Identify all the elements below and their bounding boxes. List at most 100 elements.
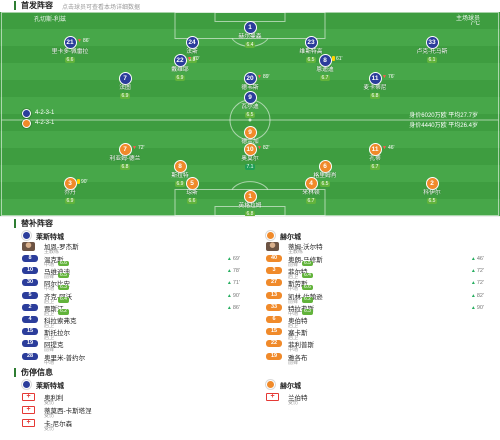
away-player[interactable]: 1 英格拉姆 6.8	[218, 189, 282, 217]
home-player[interactable]: 1 赫尔曼森 6.4	[218, 20, 282, 48]
home-team-crest-icon	[22, 380, 31, 389]
sub-out-icon: ▼	[382, 144, 387, 151]
home-player[interactable]: 23 维斯特高 6.5	[279, 35, 343, 63]
sub-out-icon: ▼	[187, 55, 192, 62]
bench-player-rating: 6.2	[58, 308, 69, 315]
player-name: 斯拉特	[171, 172, 189, 179]
bench-player-row[interactable]: 19 阿提克 前锋	[22, 339, 240, 353]
player-event: ▼82'	[257, 145, 269, 151]
bench-player-position: 中场	[44, 262, 55, 268]
bench-player-row[interactable]: 5齐克-阿沃后卫6.4▲90'	[22, 291, 240, 305]
player-number-badge: 22	[173, 53, 187, 67]
away-player[interactable]: 10 奥莫尔 7.1 ▼82'	[218, 142, 282, 170]
bench-player-position: 后卫	[44, 335, 55, 342]
sub-in-icon: ▲	[470, 292, 476, 299]
bench-player-rating: 6.6	[58, 259, 69, 266]
bench-player-position: 后卫	[44, 310, 55, 317]
player-number-badge: 2	[425, 176, 439, 190]
bench-player-row[interactable]: 30 阿尔比安 中场 6.3 ▲71'	[22, 278, 240, 293]
pitch-top-left-label: 孔切斯-利兹	[34, 17, 66, 23]
player-rating: 6.5	[426, 197, 438, 204]
player-name: 科伊尔	[423, 189, 441, 196]
bench-player-row[interactable]: 15 斯托拉尔 后卫	[22, 327, 240, 342]
player-name: 麦卡蒂尼	[363, 84, 387, 91]
sub-in-time: ▲90'	[471, 305, 484, 311]
injured-player-row[interactable]: + 卡-尼尔森 受伤	[22, 418, 240, 432]
bench-player-row[interactable]: 6 奥伯特 后卫	[266, 315, 484, 329]
player-name: 利亚姆-德兰	[109, 155, 141, 162]
shirt-number-badge: 6	[266, 316, 282, 323]
away-player[interactable]: 2 科伊尔 6.5	[400, 176, 464, 204]
away-player[interactable]: 3 乔丹 6.9 90'	[38, 176, 102, 204]
injured-player-row[interactable]: + 兰伯特 受伤	[266, 392, 484, 406]
home-player[interactable]: 22 戴维耶 6.9 ▼70'	[148, 53, 212, 81]
bench-player-row[interactable]: 27 斯劳斯 中场 6.6 ▲72'	[266, 278, 484, 292]
away-team-crest-icon	[266, 380, 275, 389]
player-number-badge: 10	[243, 142, 257, 156]
lineup-title: 首发阵容	[14, 1, 53, 10]
home-team-crest-icon	[22, 231, 31, 240]
bench-player-row[interactable]: 13凯林-约翰逊前锋6.2▲82'	[266, 291, 484, 305]
bench-player-row[interactable]: 19 雅各布 前锋	[266, 352, 484, 366]
home-player[interactable]: 9 瓦尔迪 6.5	[218, 90, 282, 118]
bench-player-position: 中场	[44, 359, 55, 366]
home-player[interactable]: 11 麦卡蒂尼 6.8 ▼76'	[343, 71, 407, 99]
sub-out-icon: ▼	[382, 73, 387, 80]
event-minute: 90'	[81, 178, 88, 185]
sub-in-minute: 90'	[232, 292, 240, 299]
sub-in-icon: ▲	[226, 304, 232, 311]
shirt-number-badge: 22	[266, 340, 282, 348]
away-player[interactable]: 6 格里姆肖 6.5	[293, 159, 357, 187]
player-rating: 6.7	[305, 197, 317, 204]
away-player[interactable]: 11 孔蒂 6.7 ▼46'	[343, 142, 407, 170]
away-player[interactable]: 4 米林顿 6.7	[279, 176, 343, 204]
player-number-badge: 20	[243, 71, 257, 85]
away-player[interactable]: 8 斯拉特 6.9	[148, 159, 212, 187]
injured-player-row[interactable]: + 奥利利 受伤	[22, 392, 240, 406]
away-player[interactable]: 7 利亚姆-德兰 6.8 ▼72'	[93, 142, 157, 170]
bench-player-row[interactable]: 15 塞卡斯 后卫	[266, 327, 484, 341]
sub-in-minute: 72'	[476, 268, 484, 275]
player-number-badge: 6	[318, 159, 332, 173]
bench-player-row[interactable]: 2 贾斯汀 后卫 6.2 ▲86'	[22, 303, 240, 317]
player-name: 法斯	[186, 48, 198, 55]
home-formation: 4-2-3-1	[35, 109, 55, 116]
home-player[interactable]: 33 卢克-托马斯 6.1	[400, 35, 464, 63]
player-number-badge: 21	[63, 35, 77, 49]
bench-player-row[interactable]: 8 温克斯 中场 6.6 ▲69'	[22, 254, 240, 268]
yellow-card-icon	[332, 55, 335, 61]
bench-player-row[interactable]: 33 特拉弗斯 中场 6.3 ▲90'	[266, 303, 484, 317]
player-name: 戴维耶	[171, 66, 189, 73]
bench-player-row[interactable]: 22 菲利普斯 中场	[266, 339, 484, 353]
player-name: 德兰加	[241, 138, 259, 145]
bench-player-row[interactable]: 4 科拉索弗克 后卫	[22, 315, 240, 329]
player-name: 赫尔曼森	[238, 33, 262, 40]
player-event: ▼70'	[187, 56, 199, 62]
bench-player-row[interactable]: 10 马维迪迪 前锋 6.5 ▲78'	[22, 266, 240, 280]
away-player[interactable]: 5 琼斯 6.6	[160, 176, 224, 204]
bench-player-row[interactable]: 28 奥里米-普约尔 中场	[22, 352, 240, 366]
bench-player-position: 中场	[44, 286, 55, 293]
player-rating: 6.4	[244, 41, 256, 48]
player-name: 孔蒂	[369, 155, 381, 162]
injured-player-name: 蒂莫西-卡斯塔涅	[44, 408, 92, 415]
bench-player-position: 后卫	[44, 323, 55, 329]
home-player[interactable]: 21 里卡多-佩雷拉 6.6 ▼86'	[38, 35, 102, 63]
home-player[interactable]: 8 恩迪迪 6.7 61'	[293, 53, 357, 81]
event-minute: 82'	[262, 144, 270, 151]
bench-player-name: 奥里米-普约尔	[44, 354, 86, 362]
player-name: 维斯特高	[299, 48, 323, 55]
coach-avatar	[22, 242, 35, 251]
player-rating: 6.5	[319, 180, 331, 187]
home-team-value: 身价6020万欧 平均27.7岁	[409, 112, 478, 119]
home-player[interactable]: 7 法图 6.9	[93, 71, 157, 99]
shirt-number-badge: 19	[266, 352, 282, 360]
bench-player-position: 前锋	[288, 262, 299, 268]
player-number-badge: 33	[425, 35, 439, 49]
shirt-number-badge: 2	[22, 303, 38, 311]
bench-player-row[interactable]: 3 菲尔特 后卫 6.4 ▲72'	[266, 266, 484, 280]
bench-player-row[interactable]: 40奥朗-马修斯前锋6.5▲46'	[266, 254, 484, 268]
home-player[interactable]: 24 法斯 6.8	[160, 35, 224, 63]
injured-player-row[interactable]: + 蒂莫西-卡斯塔涅 受伤	[22, 405, 240, 419]
sub-in-minute: 71'	[232, 280, 240, 287]
